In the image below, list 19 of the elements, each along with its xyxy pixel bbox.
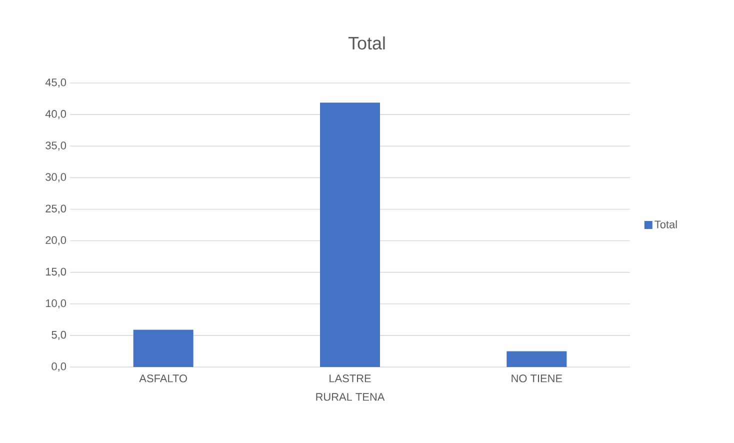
bar (320, 102, 380, 367)
legend-label: Total (654, 220, 677, 228)
y-tick-label: 10,0 (46, 299, 66, 308)
y-tick-label: 0,0 (52, 362, 66, 372)
bar (506, 351, 567, 367)
x-tick-label: LASTRE (330, 374, 371, 382)
bar (133, 330, 194, 367)
x-tick-label: NO TIENE (512, 374, 562, 382)
y-tick-label: 35,0 (46, 142, 66, 151)
x-tick-label: ASFALTO (139, 374, 187, 382)
y-tick-label: 40,0 (45, 110, 66, 120)
chart-title: Total (348, 36, 385, 50)
y-tick-label: 45,0 (45, 78, 66, 88)
y-tick-label: 5,0 (52, 330, 66, 340)
y-tick-label: 20,0 (46, 236, 66, 246)
y-tick-label: 30,0 (46, 173, 66, 182)
x-axis-title: RURAL TENA (316, 393, 385, 401)
y-tick-label: 25,0 (46, 204, 66, 214)
y-tick-label: 15,0 (46, 268, 66, 277)
